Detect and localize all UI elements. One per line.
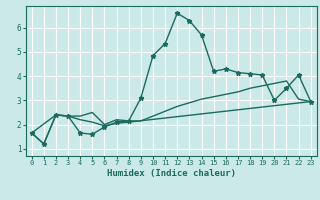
X-axis label: Humidex (Indice chaleur): Humidex (Indice chaleur) [107, 169, 236, 178]
